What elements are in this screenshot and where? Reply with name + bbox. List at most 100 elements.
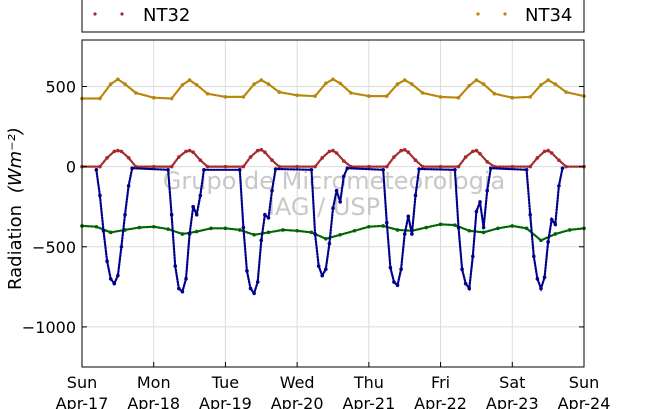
watermark-line-1: Grupo de Micrometeorologia — [163, 167, 505, 195]
series-0-point-11 — [205, 91, 210, 96]
plot-frame — [81, 39, 585, 368]
series-3-point-68 — [532, 254, 536, 259]
series-3-point-2 — [101, 228, 106, 233]
x-tick-label-date-4: Apr-21 — [342, 394, 395, 409]
x-tick-label-date-1: Apr-18 — [127, 394, 180, 409]
legend-marker-1a — [93, 12, 97, 16]
series-3-point-6 — [116, 273, 120, 278]
series-1-point-17 — [241, 164, 246, 169]
series-1-point-5 — [119, 149, 124, 154]
series-0-point-39 — [546, 78, 550, 82]
x-tick-label-date-0: Apr-17 — [56, 394, 109, 409]
series-3-point-69 — [535, 277, 540, 281]
series-1-point-42 — [463, 155, 468, 159]
x-tick-label-day-6: Sat — [499, 373, 525, 392]
x-tick-label-date-3: Apr-20 — [271, 394, 324, 409]
series-0-point-5 — [133, 91, 138, 95]
x-tick-label-day-1: Mon — [137, 373, 171, 392]
series-3-point-27 — [255, 280, 260, 284]
series-0-point-23 — [349, 91, 353, 95]
series-1-point-45 — [478, 152, 482, 156]
series-layer — [80, 77, 586, 296]
series-2-point-12 — [252, 232, 256, 237]
series-3-point-53 — [413, 193, 418, 198]
series-3-point-7 — [119, 244, 124, 249]
series-2-point-4 — [137, 225, 142, 230]
series-1-point-20 — [259, 148, 264, 152]
series-0-point-19 — [313, 94, 317, 98]
series-3-point-40 — [334, 188, 339, 193]
series-1-point-34 — [392, 155, 396, 159]
series-2-point-5 — [151, 224, 156, 229]
series-3-point-51 — [406, 214, 411, 219]
y-tick-label-0: 500 — [45, 77, 76, 96]
series-0-point-18 — [295, 93, 299, 98]
series-1-point-48 — [510, 164, 515, 169]
y-axis-ticks: 500 0 −500 −1000 — [22, 77, 584, 337]
series-3-point-71 — [542, 275, 547, 280]
series-1-point-12 — [187, 148, 192, 153]
series-1-point-10 — [177, 155, 181, 159]
series-2-point-7 — [180, 232, 185, 236]
series-2-point-25 — [438, 222, 443, 227]
y-tick-label-3: −1000 — [22, 318, 76, 337]
series-3-point-0 — [94, 168, 99, 172]
series-2-point-24 — [424, 225, 429, 230]
series-0-point-33 — [474, 78, 479, 82]
x-tick-label-day-5: Fri — [431, 373, 450, 392]
series-2 — [80, 222, 586, 243]
series-3-point-55 — [453, 168, 457, 172]
series-2-point-19 — [352, 228, 357, 233]
series-3-point-63 — [481, 225, 486, 230]
series-0-point-10 — [194, 83, 199, 87]
series-3-point-11 — [166, 168, 170, 172]
series-0-point-7 — [169, 96, 174, 101]
series-0-point-22 — [338, 81, 342, 86]
series-2-point-27 — [467, 228, 472, 233]
series-3-point-62 — [478, 200, 482, 204]
y-axis-label-text: Radiation — [5, 205, 26, 290]
series-3-point-75 — [557, 184, 561, 188]
series-1 — [80, 148, 586, 169]
series-0 — [80, 77, 586, 101]
series-3-point-48 — [395, 283, 400, 288]
series-3-point-44 — [381, 168, 386, 172]
y-axis-label: Radiation (Wm⁻²) — [5, 127, 26, 290]
series-1-point-51 — [542, 149, 547, 154]
series-3-point-22 — [237, 168, 242, 172]
series-3-point-18 — [191, 204, 195, 209]
series-0-point-16 — [266, 82, 271, 86]
series-3-point-13 — [173, 264, 178, 268]
series-2-point-10 — [223, 226, 228, 231]
series-2-point-33 — [553, 232, 558, 236]
series-3-point-50 — [402, 232, 407, 236]
x-tick-label-date-6: Apr-23 — [486, 394, 539, 409]
series-3-point-5 — [112, 281, 117, 286]
series-2-point-16 — [309, 230, 314, 235]
series-2-point-14 — [281, 228, 285, 232]
series-0-point-29 — [420, 91, 425, 95]
series-3-point-49 — [399, 267, 403, 272]
series-1-point-4 — [116, 148, 120, 153]
series-3-point-43 — [345, 166, 350, 171]
series-3-point-45 — [384, 220, 389, 225]
series-0-point-1 — [98, 96, 102, 101]
series-1-point-8 — [151, 164, 156, 169]
x-tick-label-date-2: Apr-19 — [199, 394, 252, 409]
series-3-point-35 — [316, 264, 321, 268]
series-1-point-24 — [295, 164, 299, 169]
series-1-point-29 — [334, 151, 339, 155]
series-0-point-26 — [395, 82, 400, 86]
series-3-point-70 — [539, 286, 543, 291]
series-0-point-37 — [528, 95, 533, 99]
series-2-point-18 — [338, 232, 342, 237]
series-1-point-13 — [191, 150, 195, 155]
series-2-point-22 — [395, 228, 400, 232]
series-1-point-44 — [474, 148, 479, 153]
series-1-point-11 — [184, 149, 188, 154]
series-1-point-27 — [327, 149, 332, 154]
series-3-point-21 — [202, 168, 206, 172]
series-3-point-29 — [263, 212, 267, 217]
series-0-point-21 — [331, 77, 335, 82]
